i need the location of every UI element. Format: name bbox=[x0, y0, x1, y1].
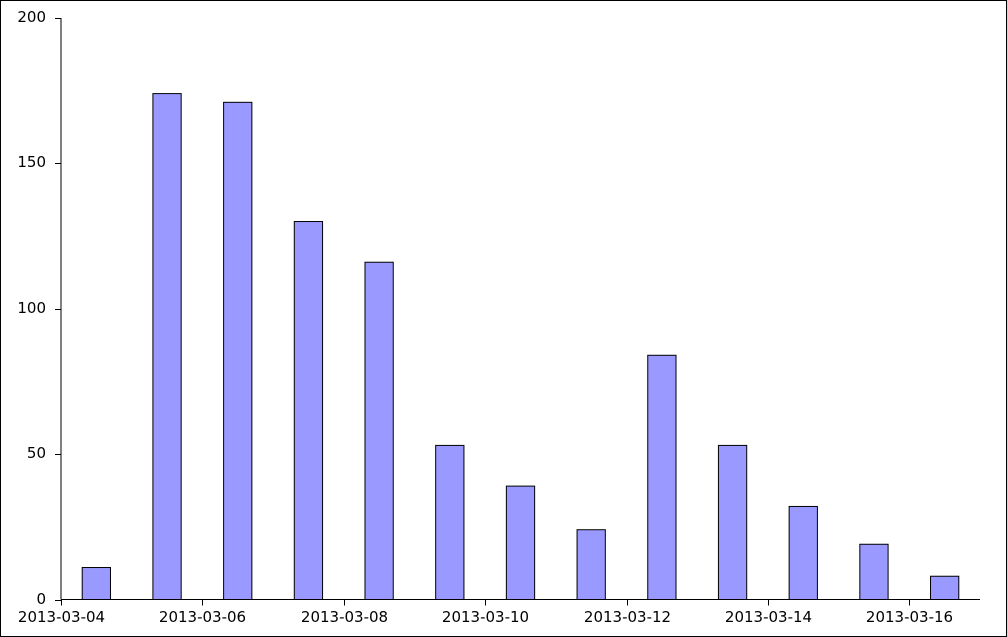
x-tick-label: 2013-03-04 bbox=[18, 608, 105, 626]
x-tick-label: 2013-03-16 bbox=[866, 608, 953, 626]
bar bbox=[223, 101, 253, 600]
bar bbox=[152, 93, 182, 600]
bar bbox=[576, 529, 606, 600]
bar bbox=[435, 444, 465, 600]
x-tick-label: 2013-03-06 bbox=[159, 608, 246, 626]
x-tick-label: 2013-03-10 bbox=[442, 608, 529, 626]
y-tick-label: 0 bbox=[36, 590, 46, 608]
bar bbox=[717, 444, 748, 600]
x-tick-label: 2013-03-08 bbox=[301, 608, 388, 626]
bar bbox=[505, 485, 536, 601]
x-tick-label: 2013-03-12 bbox=[584, 608, 671, 626]
y-tick-label: 200 bbox=[17, 8, 46, 26]
bar bbox=[364, 261, 394, 600]
bar bbox=[859, 543, 889, 601]
bar bbox=[788, 505, 818, 600]
y-tick-label: 100 bbox=[17, 299, 46, 317]
bar bbox=[81, 567, 111, 601]
bar bbox=[930, 575, 960, 600]
x-tick-label: 2013-03-14 bbox=[725, 608, 812, 626]
bar bbox=[647, 354, 677, 600]
y-tick-label: 150 bbox=[17, 153, 46, 171]
y-tick-label: 50 bbox=[27, 444, 46, 462]
bar bbox=[293, 221, 324, 600]
